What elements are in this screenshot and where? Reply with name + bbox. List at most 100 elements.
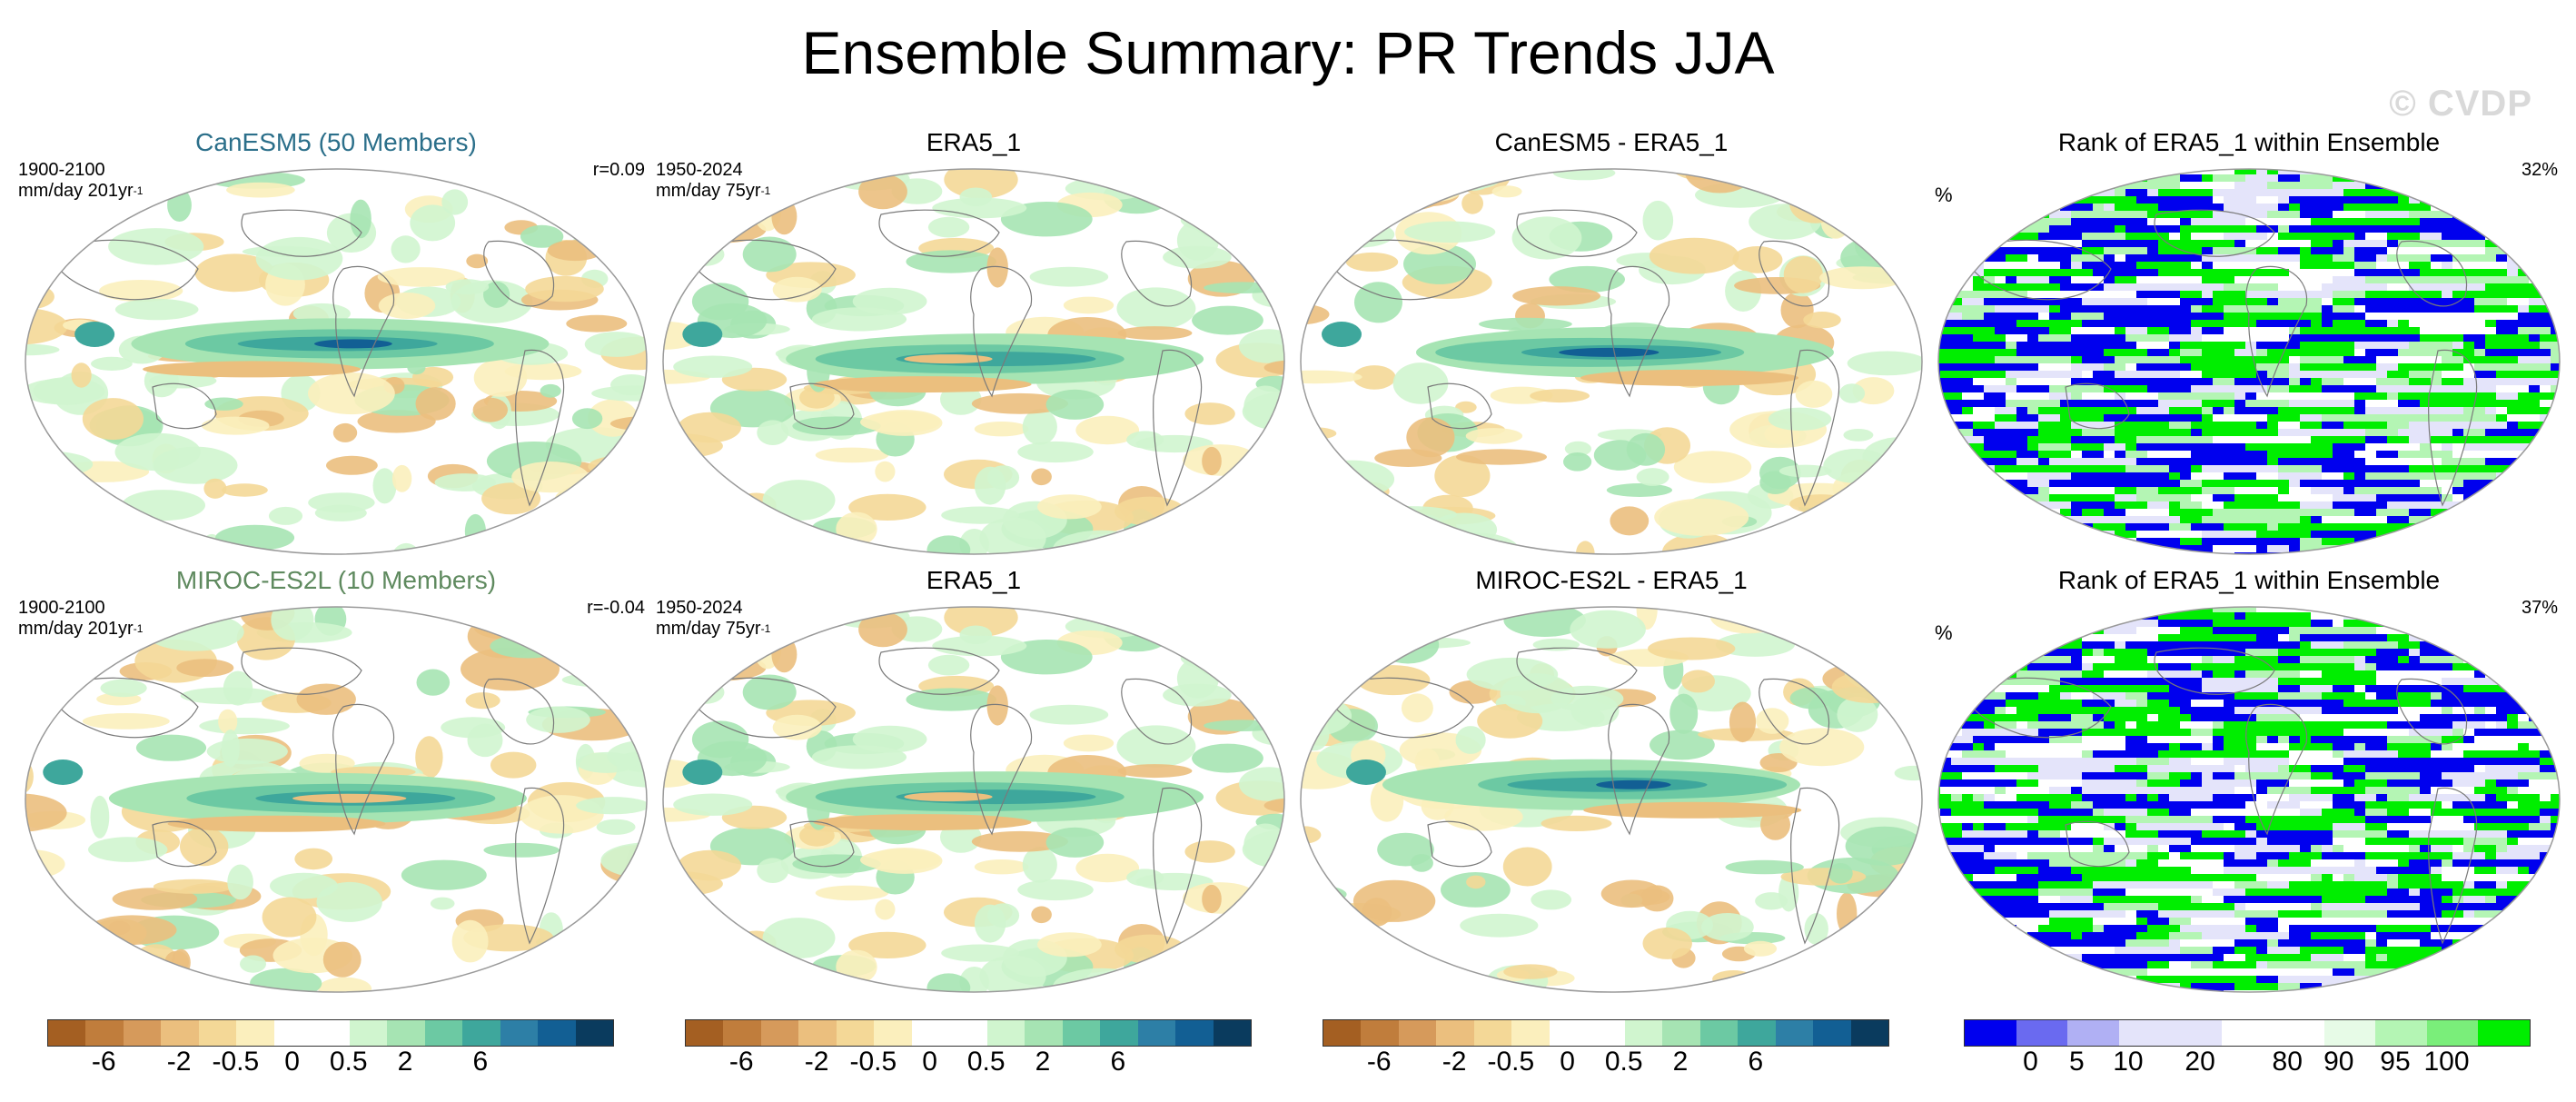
rank-cell xyxy=(2431,531,2442,538)
rank-cell xyxy=(2256,443,2267,451)
rank-cell xyxy=(2529,204,2540,211)
rank-cell xyxy=(2333,552,2343,554)
rank-cell xyxy=(2365,487,2376,494)
rank-cell xyxy=(2343,349,2354,356)
rank-cell xyxy=(2333,656,2343,663)
rank-cell xyxy=(2376,472,2387,480)
trend-blob xyxy=(1636,468,1669,486)
rank-cell xyxy=(2311,627,2322,634)
rank-cell xyxy=(2267,612,2278,620)
rank-cell xyxy=(2180,262,2191,269)
rank-cell xyxy=(2529,545,2540,552)
rank-cell xyxy=(2191,516,2202,523)
rank-cell xyxy=(2311,670,2322,678)
rank-cell xyxy=(2398,509,2409,516)
rank-cell xyxy=(2420,465,2431,472)
rank-cell xyxy=(2136,685,2147,692)
rank-cell xyxy=(2431,436,2442,443)
trend-blob xyxy=(221,730,240,768)
trend-blob xyxy=(877,607,916,615)
rank-cell xyxy=(2267,487,2278,494)
rank-cell xyxy=(2093,641,2104,649)
rank-cell xyxy=(2485,392,2496,400)
rank-cell xyxy=(2245,634,2256,641)
trend-blob xyxy=(318,977,372,992)
rank-cell xyxy=(2322,240,2333,247)
trend-blob xyxy=(415,736,443,779)
trend-blob xyxy=(153,879,234,894)
rank-cell xyxy=(2125,458,2136,465)
rank-cell xyxy=(2016,656,2027,663)
rank-cell xyxy=(2343,385,2354,392)
rank-cell xyxy=(2420,400,2431,407)
rank-cell xyxy=(1984,436,1995,443)
rank-cell xyxy=(2136,262,2147,269)
rank-cell xyxy=(2540,545,2551,552)
rank-cell xyxy=(2311,531,2322,538)
rank-cell xyxy=(1951,443,1962,451)
map-diff-row2 xyxy=(1300,606,1923,993)
rank-cell xyxy=(2463,472,2474,480)
rank-cell xyxy=(2213,392,2224,400)
rank-cell xyxy=(2409,334,2420,342)
rank-cell xyxy=(1973,458,1984,465)
rank-cell xyxy=(2365,480,2376,487)
rank-cell xyxy=(2442,378,2452,385)
rank-cell xyxy=(2082,641,2093,649)
rank-cell xyxy=(2071,538,2082,545)
rank-cell xyxy=(2474,429,2485,436)
rank-cell xyxy=(2507,436,2518,443)
rank-cell xyxy=(2551,436,2560,443)
rank-cell xyxy=(2474,349,2485,356)
rank-cell xyxy=(2158,552,2169,554)
rank-cell xyxy=(2354,509,2365,516)
rank-cell xyxy=(2071,276,2082,283)
rank-cell xyxy=(2125,218,2136,225)
trend-blob xyxy=(525,275,604,303)
rank-cell xyxy=(2474,247,2485,254)
rank-cell xyxy=(2431,254,2442,262)
rank-cell xyxy=(2213,516,2224,523)
rank-cell xyxy=(2311,378,2322,385)
rank-cell xyxy=(2420,211,2431,218)
rank-cell xyxy=(2256,189,2267,196)
rank-cell xyxy=(2256,494,2267,501)
rank-cell xyxy=(2027,385,2038,392)
rank-cell xyxy=(2038,400,2049,407)
rank-cell xyxy=(2551,385,2560,392)
rank-cell xyxy=(2136,458,2147,465)
rank-cell xyxy=(2169,385,2180,392)
rank-cell xyxy=(2420,262,2431,269)
rank-cell xyxy=(2289,320,2300,327)
rank-cell xyxy=(2300,545,2311,552)
trend-blob xyxy=(416,669,451,696)
rank-cell xyxy=(2343,371,2354,378)
trend-blob xyxy=(1376,184,1461,204)
rank-cell xyxy=(2398,634,2409,641)
rank-cell xyxy=(2333,211,2343,218)
rank-cell xyxy=(2322,678,2333,685)
rank-cell xyxy=(2333,531,2343,538)
rank-cell xyxy=(2300,169,2311,174)
trend-blob xyxy=(1456,449,1547,465)
rank-cell xyxy=(2104,400,2115,407)
rank-cell xyxy=(2507,204,2518,211)
rank-cell xyxy=(1940,356,1951,363)
rank-cell xyxy=(2180,334,2191,342)
rank-cell xyxy=(2561,392,2569,400)
rank-cell xyxy=(2561,620,2569,627)
trend-blob xyxy=(1859,976,1919,992)
rank-cell xyxy=(2278,400,2289,407)
rank-cell xyxy=(2387,414,2398,422)
rank-cell xyxy=(2191,189,2202,196)
rank-cell xyxy=(2485,685,2496,692)
trend-blob xyxy=(1823,448,1890,484)
rank-cell xyxy=(2442,160,2452,167)
rank-cell xyxy=(1995,182,2006,189)
rank-cell xyxy=(2169,538,2180,545)
map-obs-row1 xyxy=(662,168,1285,555)
rank-cell xyxy=(1938,641,1940,649)
trend-blob xyxy=(1701,913,1754,941)
rank-cell xyxy=(2518,509,2529,516)
trend-blob xyxy=(43,759,84,785)
